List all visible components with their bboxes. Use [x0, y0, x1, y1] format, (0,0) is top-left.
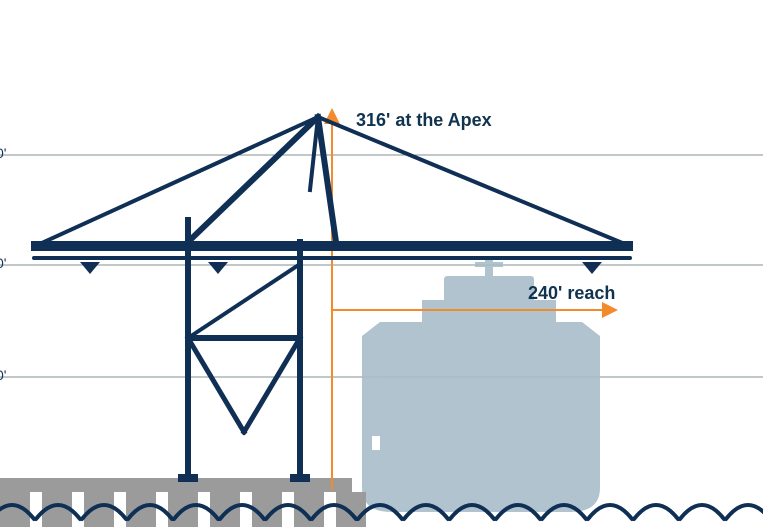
apex-height-label: 316' at the Apex: [356, 110, 492, 131]
diagram-svg: [0, 0, 763, 527]
y-axis-tick: 0': [0, 145, 6, 161]
reach-distance-label: 240' reach: [528, 283, 615, 304]
crane-diagram: 316' at the Apex 240' reach 0' 0' 0': [0, 0, 763, 527]
y-axis-tick: 0': [0, 367, 6, 383]
y-axis-tick: 0': [0, 255, 6, 271]
